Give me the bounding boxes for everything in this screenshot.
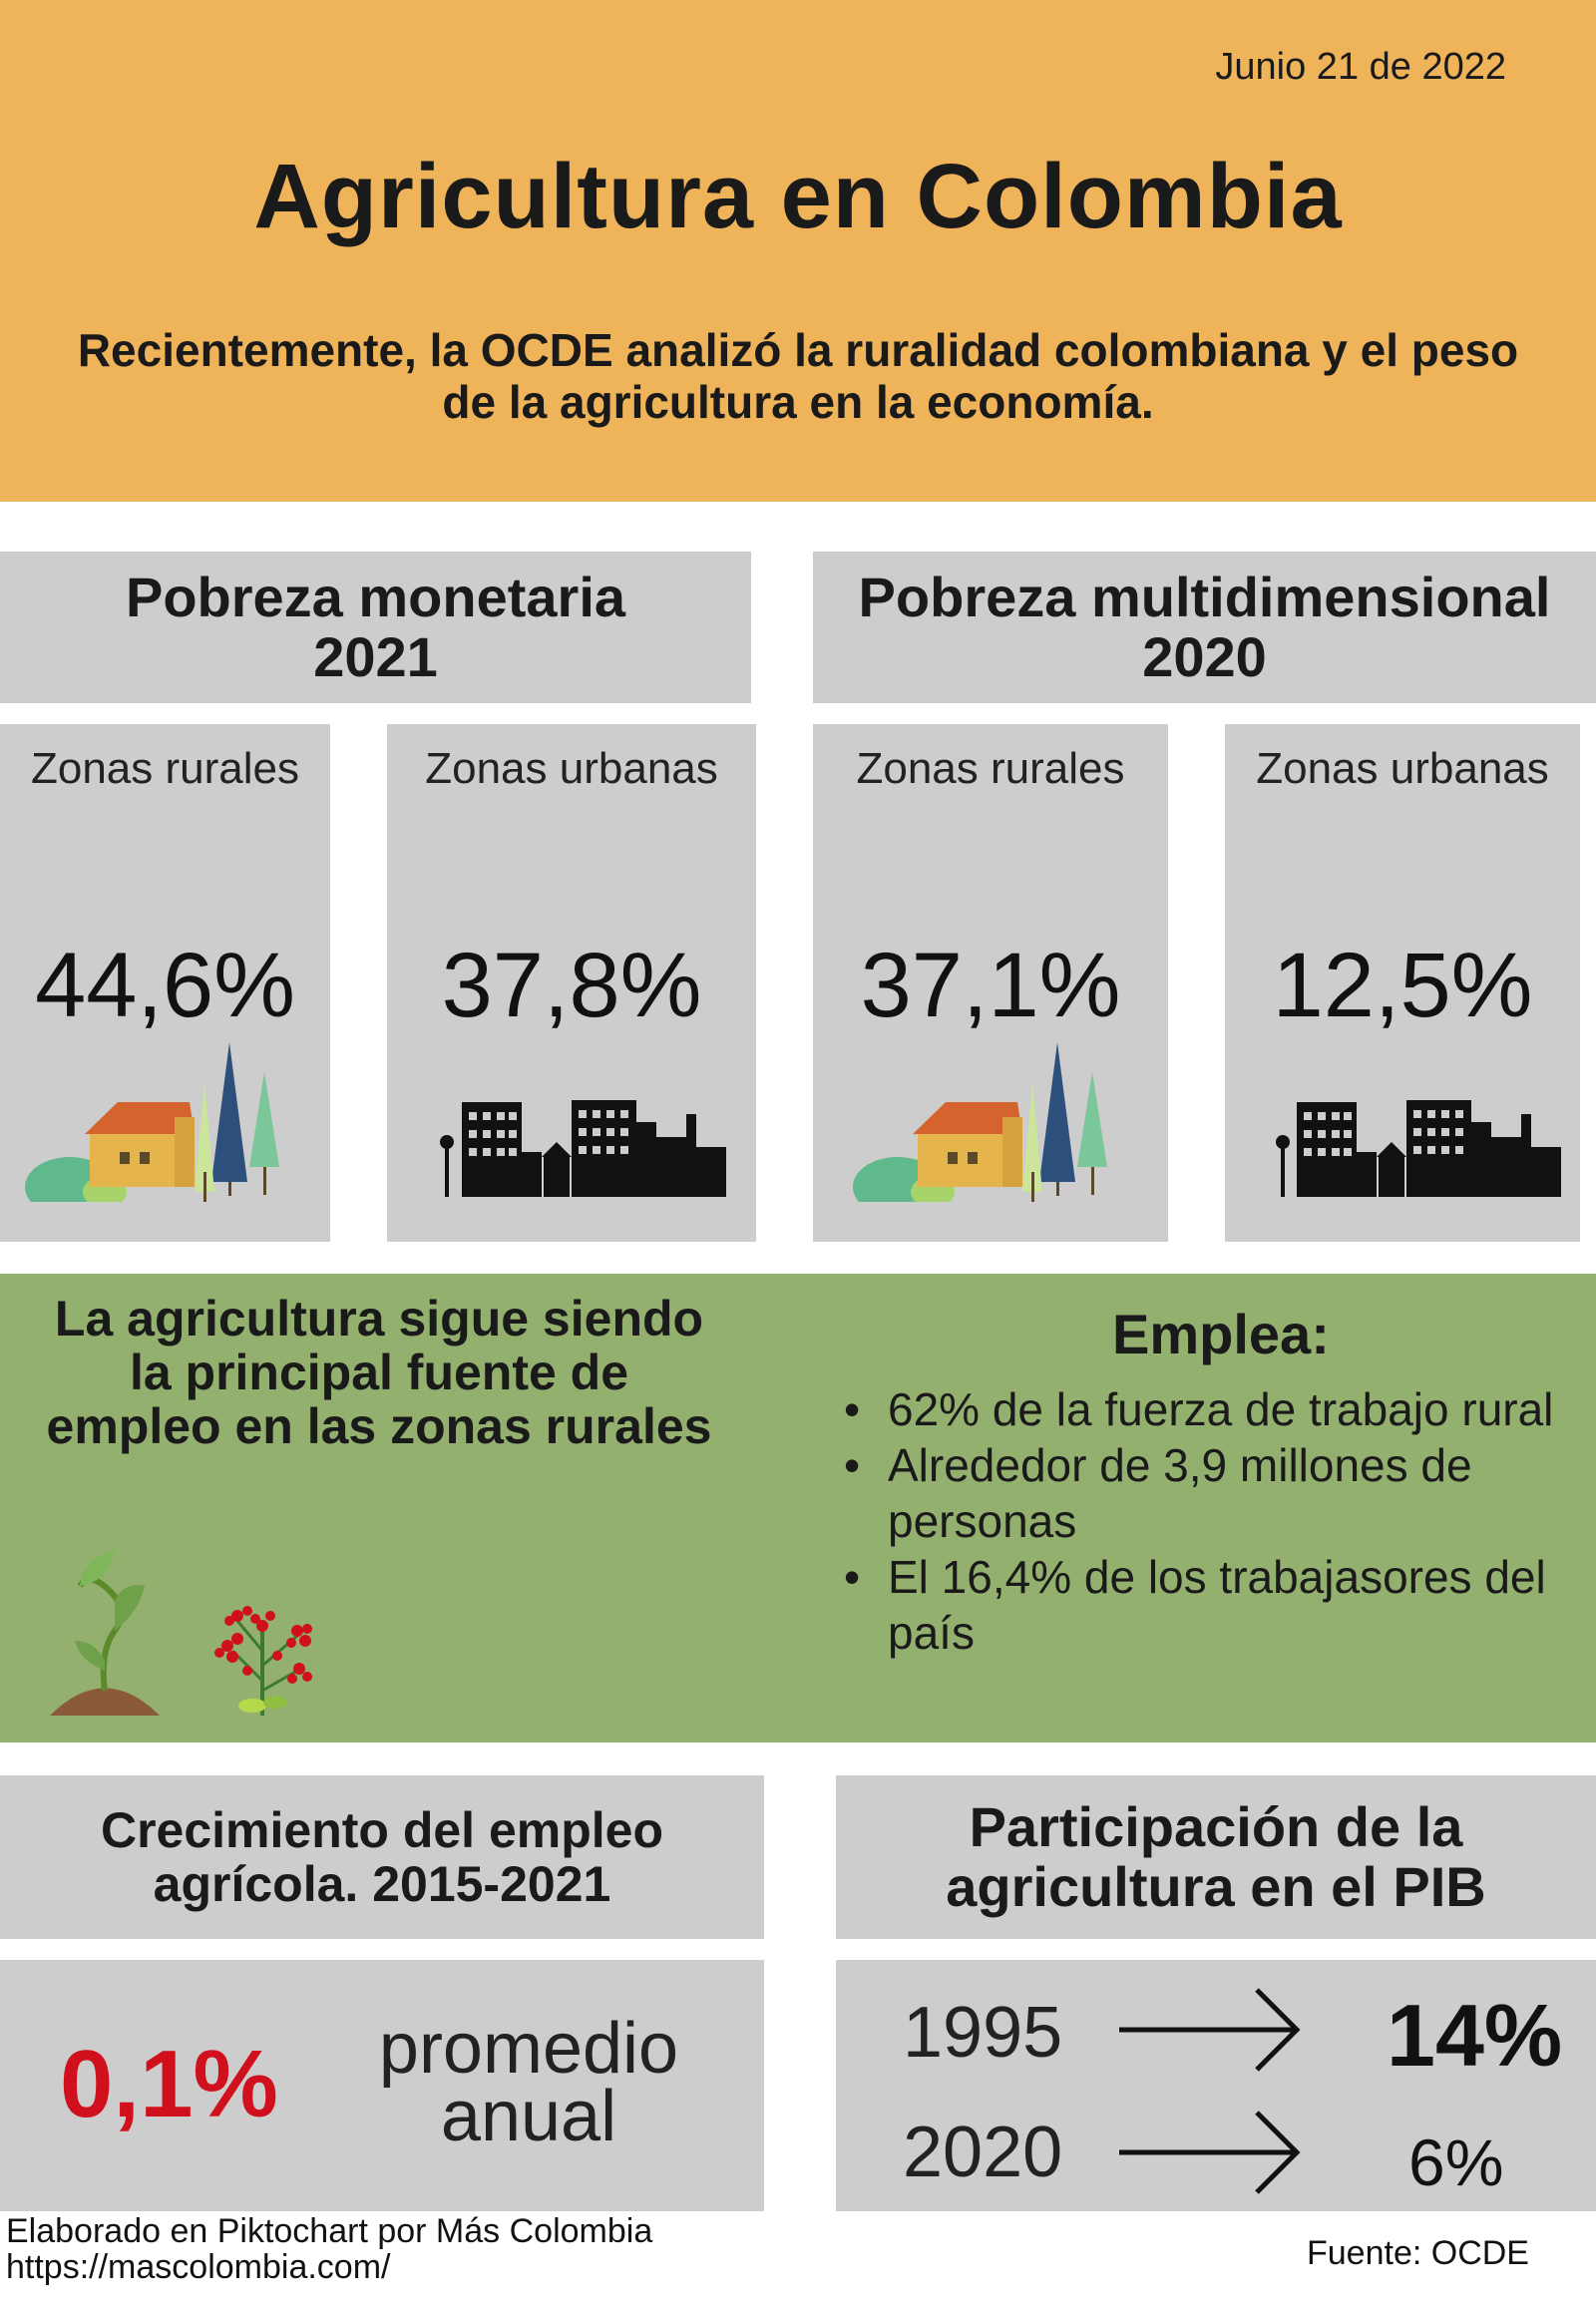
arrow-right-icon — [1119, 1988, 1301, 2072]
multidimensional-rural-card: Zonas rurales 37,1% — [813, 724, 1168, 1242]
gdp-title: Participación de la agricultura en el PI… — [946, 1795, 1486, 1918]
growth-label: promedio anual — [349, 2009, 708, 2156]
publication-date: Junio 21 de 2022 — [1215, 46, 1506, 88]
poverty-value: 44,6% — [35, 935, 295, 1036]
arrow-right-icon — [1119, 2111, 1301, 2194]
list-item: Alrededor de 3,9 millones de personas — [838, 1437, 1596, 1549]
zone-label: Zonas urbanas — [425, 744, 718, 793]
growth-label-line2: anual — [440, 2077, 617, 2156]
city-skyline-icon — [1276, 1100, 1561, 1197]
gdp-year-2020: 2020 — [903, 2113, 1063, 2192]
city-skyline-icon — [440, 1100, 726, 1197]
coffee-plant-icon — [214, 1606, 312, 1716]
poverty-value: 12,5% — [1272, 935, 1533, 1036]
zone-label: Zonas rurales — [30, 744, 299, 793]
monetary-urban-card: Zonas urbanas 37,8% — [387, 724, 756, 1242]
credit-line: Elaborado en Piktochart por Más Colombia — [6, 2212, 653, 2250]
monetary-poverty-title: Pobreza monetaria — [125, 566, 626, 628]
employment-list: 62% de la fuerza de trabajo rural Alrede… — [838, 1381, 1596, 1661]
rural-house-icon — [853, 1042, 1107, 1202]
gdp-year-1995: 1995 — [903, 1993, 1063, 2073]
rural-house-icon — [25, 1042, 279, 1202]
sprout-icon — [50, 1551, 160, 1716]
growth-label-line1: promedio — [378, 2009, 679, 2089]
growth-header: Crecimiento del empleo agrícola. 2015-20… — [0, 1775, 764, 1939]
monetary-rural-card: Zonas rurales 44,6% — [0, 724, 330, 1242]
gdp-value-2020: 6% — [1408, 2125, 1504, 2199]
growth-card — [0, 1960, 764, 2211]
employment-statement: La agricultura sigue siendo la principal… — [46, 1291, 712, 1454]
gdp-header: Participación de la agricultura en el PI… — [836, 1775, 1596, 1939]
credit-text: Elaborado en Piktochart por Más Colombia… — [6, 2213, 652, 2285]
header-banner — [0, 0, 1596, 502]
poverty-value: 37,1% — [860, 935, 1121, 1036]
page-subtitle: Recientemente, la OCDE analizó la rurali… — [77, 324, 1519, 428]
gdp-value-1995: 14% — [1387, 1986, 1563, 2085]
monetary-poverty-header: Pobreza monetaria 2021 — [0, 552, 751, 703]
zone-label: Zonas rurales — [856, 744, 1125, 793]
list-item: 62% de la fuerza de trabajo rural — [838, 1381, 1596, 1437]
credit-url-link[interactable]: https://mascolombia.com/ — [6, 2248, 391, 2286]
growth-title: Crecimiento del empleo agrícola. 2015-20… — [100, 1802, 664, 1912]
list-item: El 16,4% de los trabajasores del país — [838, 1549, 1596, 1661]
employs-heading: Emplea: — [1112, 1303, 1330, 1365]
poverty-value: 37,8% — [441, 935, 702, 1036]
multidimensional-urban-card: Zonas urbanas 12,5% — [1225, 724, 1580, 1242]
page-title: Agricultura en Colombia — [253, 146, 1343, 247]
growth-value: 0,1% — [60, 2031, 278, 2137]
multidimensional-poverty-header: Pobreza multidimensional 2020 — [813, 552, 1596, 703]
multidimensional-poverty-title: Pobreza multidimensional — [858, 566, 1551, 628]
monetary-poverty-year: 2021 — [313, 625, 438, 688]
zone-label: Zonas urbanas — [1256, 744, 1549, 793]
gdp-card — [836, 1960, 1596, 2211]
multidimensional-poverty-year: 2020 — [1142, 625, 1267, 688]
source-note: Fuente: OCDE — [1307, 2234, 1529, 2272]
